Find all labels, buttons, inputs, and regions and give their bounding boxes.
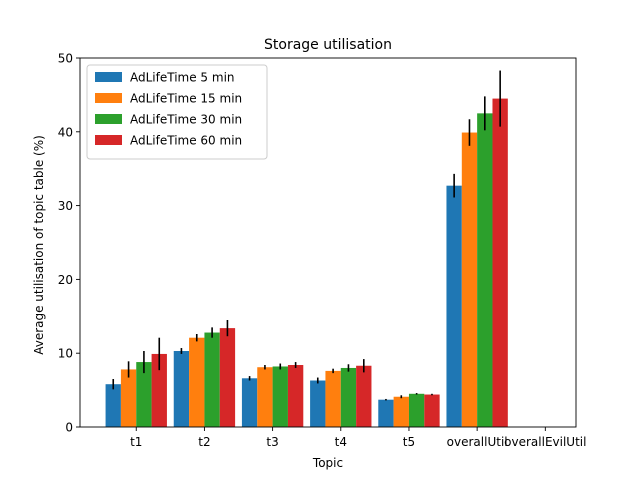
bar-overallUtil-series-4 — [492, 98, 508, 427]
bar-t2-series-1 — [173, 350, 190, 427]
bar-t1-series-3 — [136, 362, 152, 427]
bar-t3-series-4 — [287, 365, 304, 427]
legend-swatch-3 — [95, 114, 122, 124]
x-tick-label: t5 — [403, 435, 415, 449]
x-tick-label: overallUtil — [447, 435, 508, 449]
y-axis-ticks: 0 10 20 30 40 50 — [58, 52, 80, 435]
bar-t5-series-1 — [378, 399, 394, 427]
legend: AdLifeTime 5 min AdLifeTime 15 min AdLifeT… — [86, 64, 268, 160]
bar-t4-series-4 — [356, 365, 372, 427]
x-tick-label: overallEvilUtil — [504, 435, 586, 449]
y-tick-label: 40 — [58, 125, 73, 139]
legend-label-3: AdLifeTime 30 min — [130, 113, 242, 127]
bar-t5-series-3 — [408, 393, 425, 427]
bar-t3-series-1 — [241, 378, 258, 427]
bar-t4-series-2 — [325, 370, 341, 427]
bar-overallUtil-series-1 — [446, 185, 462, 427]
bar-overallUtil-series-2 — [461, 132, 478, 428]
y-tick-label: 0 — [65, 421, 73, 435]
bar-t1-series-4 — [151, 353, 167, 427]
y-tick-label: 10 — [58, 347, 73, 361]
bar-t4-series-3 — [340, 367, 357, 427]
error-bars-group — [112, 70, 501, 401]
legend-swatch-1 — [95, 72, 122, 82]
legend-label-4: AdLifeTime 60 min — [130, 134, 242, 148]
x-tick-label: t4 — [335, 435, 347, 449]
x-tick-label: t1 — [130, 435, 142, 449]
legend-swatch-2 — [95, 93, 122, 103]
bar-overallUtil-series-3 — [477, 113, 493, 427]
y-tick-label: 20 — [58, 273, 73, 287]
legend-label-2: AdLifeTime 15 min — [130, 92, 242, 106]
x-axis-label: Topic — [312, 456, 343, 470]
chart-title: Storage utilisation — [264, 37, 392, 53]
y-axis-label: Average utilisation of topic table (%) — [32, 135, 46, 355]
axes-spines — [79, 57, 577, 428]
bar-t5-series-4 — [424, 394, 440, 427]
x-tick-label: t2 — [198, 435, 210, 449]
bar-t2-series-4 — [219, 328, 236, 427]
bar-t1-series-1 — [105, 384, 121, 427]
bar-t2-series-2 — [189, 337, 205, 427]
x-tick-label: t3 — [266, 435, 278, 449]
legend-label-1: AdLifeTime 5 min — [130, 71, 235, 85]
y-tick-label: 30 — [58, 199, 73, 213]
bar-t1-series-2 — [120, 369, 137, 427]
bar-t2-series-3 — [204, 332, 220, 427]
bar-t3-series-2 — [257, 367, 273, 427]
y-tick-label: 50 — [58, 52, 73, 66]
plot-frame — [79, 57, 577, 428]
legend-swatch-4 — [95, 135, 122, 145]
bar-t3-series-3 — [272, 366, 288, 427]
legend-box — [86, 64, 268, 160]
bar-t4-series-1 — [310, 380, 326, 427]
bars-group — [105, 98, 508, 428]
bar-t5-series-2 — [393, 396, 409, 427]
